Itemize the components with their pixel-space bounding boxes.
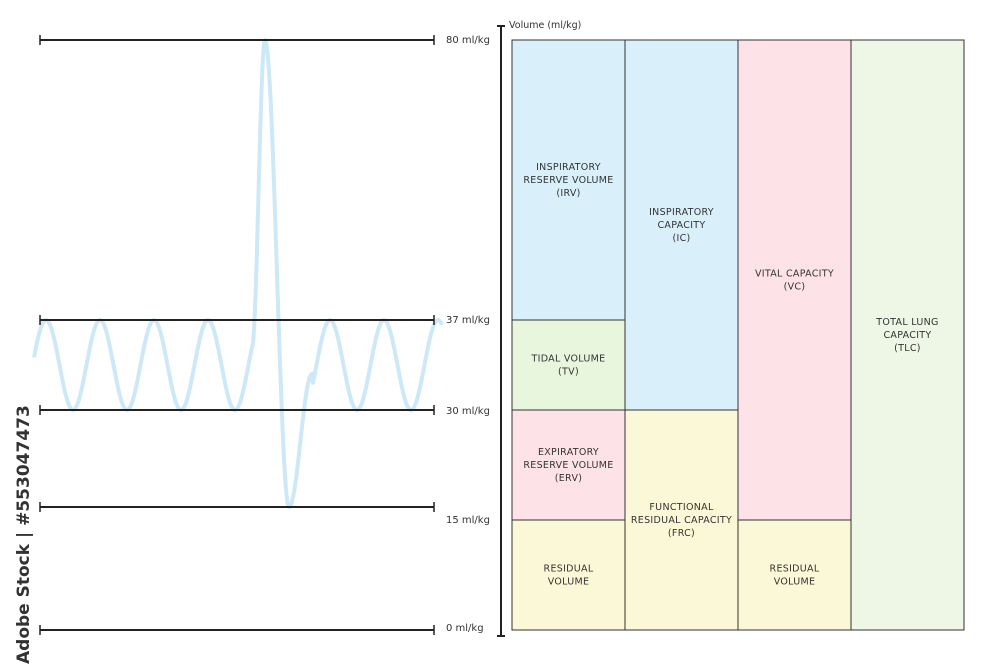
box-rv2-label: RESIDUAL bbox=[770, 564, 820, 575]
box-tlc bbox=[850, 39, 965, 631]
box-rv bbox=[511, 519, 626, 631]
stock-id-text: Adobe Stock | #553047473 bbox=[14, 405, 34, 664]
box-irv-label: (IRV) bbox=[556, 188, 580, 199]
box-tlc-label: CAPACITY bbox=[883, 330, 931, 341]
tick-label-30: 30 ml/kg bbox=[446, 406, 490, 417]
box-erv-label: (ERV) bbox=[555, 473, 583, 484]
box-irv-label: RESERVE VOLUME bbox=[523, 175, 613, 186]
box-tlc-label: TOTAL LUNG bbox=[875, 317, 938, 328]
box-frc-label: (FRC) bbox=[668, 528, 695, 539]
box-irv-label: INSPIRATORY bbox=[536, 162, 601, 173]
tick-label-80: 80 ml/kg bbox=[446, 35, 490, 46]
tick-label-0: 0 ml/kg bbox=[446, 623, 484, 634]
tick-label-15: 15 ml/kg bbox=[446, 515, 490, 526]
spirogram-line bbox=[32, 38, 444, 509]
box-vc-label: VITAL CAPACITY bbox=[755, 269, 834, 280]
box-vc bbox=[737, 39, 852, 521]
box-erv-label: RESERVE VOLUME bbox=[523, 460, 613, 471]
box-tlc-label: (TLC) bbox=[894, 343, 921, 354]
box-ic-label: INSPIRATORY bbox=[649, 207, 714, 218]
box-rv-label: VOLUME bbox=[548, 577, 590, 588]
box-frc-label: FUNCTIONAL bbox=[649, 502, 714, 513]
axis-title: Volume (ml/kg) bbox=[509, 20, 581, 31]
tick-labels: 80 ml/kg 37 ml/kg 30 ml/kg 15 ml/kg 0 ml/kg bbox=[446, 35, 490, 634]
box-ic-label: CAPACITY bbox=[657, 220, 705, 231]
box-vc-label: (VC) bbox=[784, 282, 806, 293]
tick-label-37: 37 ml/kg bbox=[446, 315, 490, 326]
box-frc bbox=[624, 409, 739, 631]
box-ic-label: (IC) bbox=[672, 233, 690, 244]
box-rv2 bbox=[737, 519, 852, 631]
box-erv bbox=[511, 409, 626, 521]
box-frc-label: RESIDUAL CAPACITY bbox=[631, 515, 732, 526]
box-tv bbox=[511, 319, 626, 411]
spirogram-trace bbox=[32, 38, 444, 509]
volume-boxes: INSPIRATORY RESERVE VOLUME (IRV) TIDAL VOLU… bbox=[511, 39, 965, 631]
box-rv2-label: VOLUME bbox=[774, 577, 816, 588]
box-erv-label: EXPIRATORY bbox=[538, 447, 599, 458]
box-rv-label: RESIDUAL bbox=[544, 564, 594, 575]
box-tv-label: TIDAL VOLUME bbox=[531, 354, 606, 365]
level-lines bbox=[39, 35, 435, 635]
volume-axis: Volume (ml/kg) bbox=[497, 20, 581, 637]
box-tv-label: (TV) bbox=[558, 367, 579, 378]
